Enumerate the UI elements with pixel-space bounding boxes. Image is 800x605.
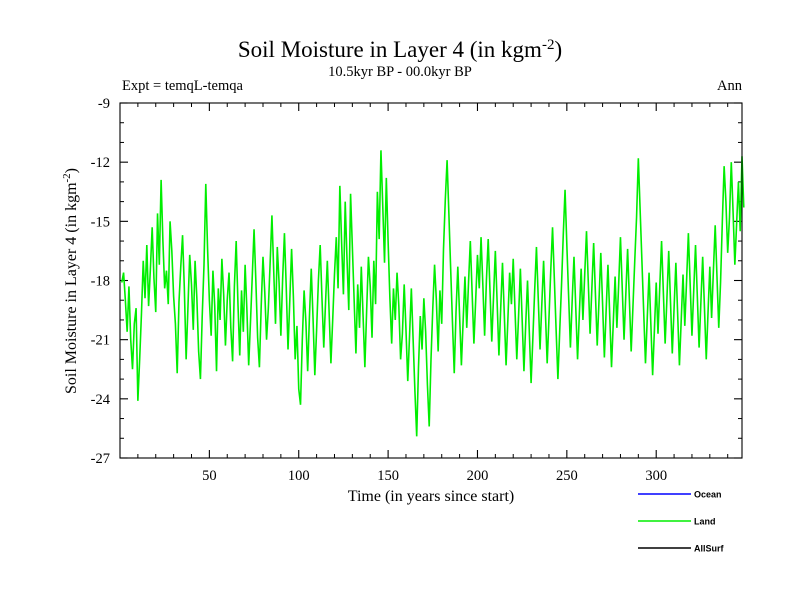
y-tick-label: -12 [91, 155, 110, 171]
y-tick-label: -15 [91, 214, 110, 230]
x-tick-label: 200 [467, 468, 489, 484]
chart-title-tail: ) [554, 37, 562, 62]
x-axis-label: Time (in years since start) [348, 488, 514, 505]
y-tick-label: -24 [91, 392, 111, 408]
x-tick-label: 150 [377, 468, 399, 484]
y-tick-label: -27 [91, 451, 110, 467]
chart-subtitle: 10.5kyr BP - 00.0kyr BP [328, 64, 472, 80]
data-series-land [121, 150, 745, 437]
chart-legend: Ocean Land AllSurf [638, 490, 725, 554]
tick-labels: 50 100 150 200 250 300 -9 -12 -15 -18 -21 -24 -27 [91, 96, 667, 484]
legend-label-allsurf: AllSurf [694, 544, 725, 554]
chart-title: Soil Moisture in Layer 4 (in kgm-2) [238, 37, 562, 62]
legend-label-ocean: Ocean [694, 490, 722, 500]
x-tick-label: 250 [556, 468, 578, 484]
y-axis-label: Soil Moisture in Layer 4 (in kgm-2) [61, 168, 80, 394]
chart-title-base: Soil Moisture in Layer 4 (in kgm [238, 37, 542, 62]
plot-frame [119, 102, 743, 459]
x-tick-label: 100 [288, 468, 310, 484]
minor-tick-marks [119, 103, 742, 458]
y-tick-label: -18 [91, 274, 110, 290]
chart-title-superscript: -2 [542, 37, 555, 53]
legend-label-land: Land [694, 517, 716, 527]
x-tick-label: 300 [645, 468, 667, 484]
y-tick-label: -21 [91, 333, 110, 349]
period-label: Ann [717, 78, 743, 94]
x-tick-label: 50 [202, 468, 217, 484]
data-series-layer [121, 150, 745, 437]
y-tick-label: -9 [98, 96, 110, 112]
experiment-label: Expt = temqL-temqa [122, 78, 243, 94]
